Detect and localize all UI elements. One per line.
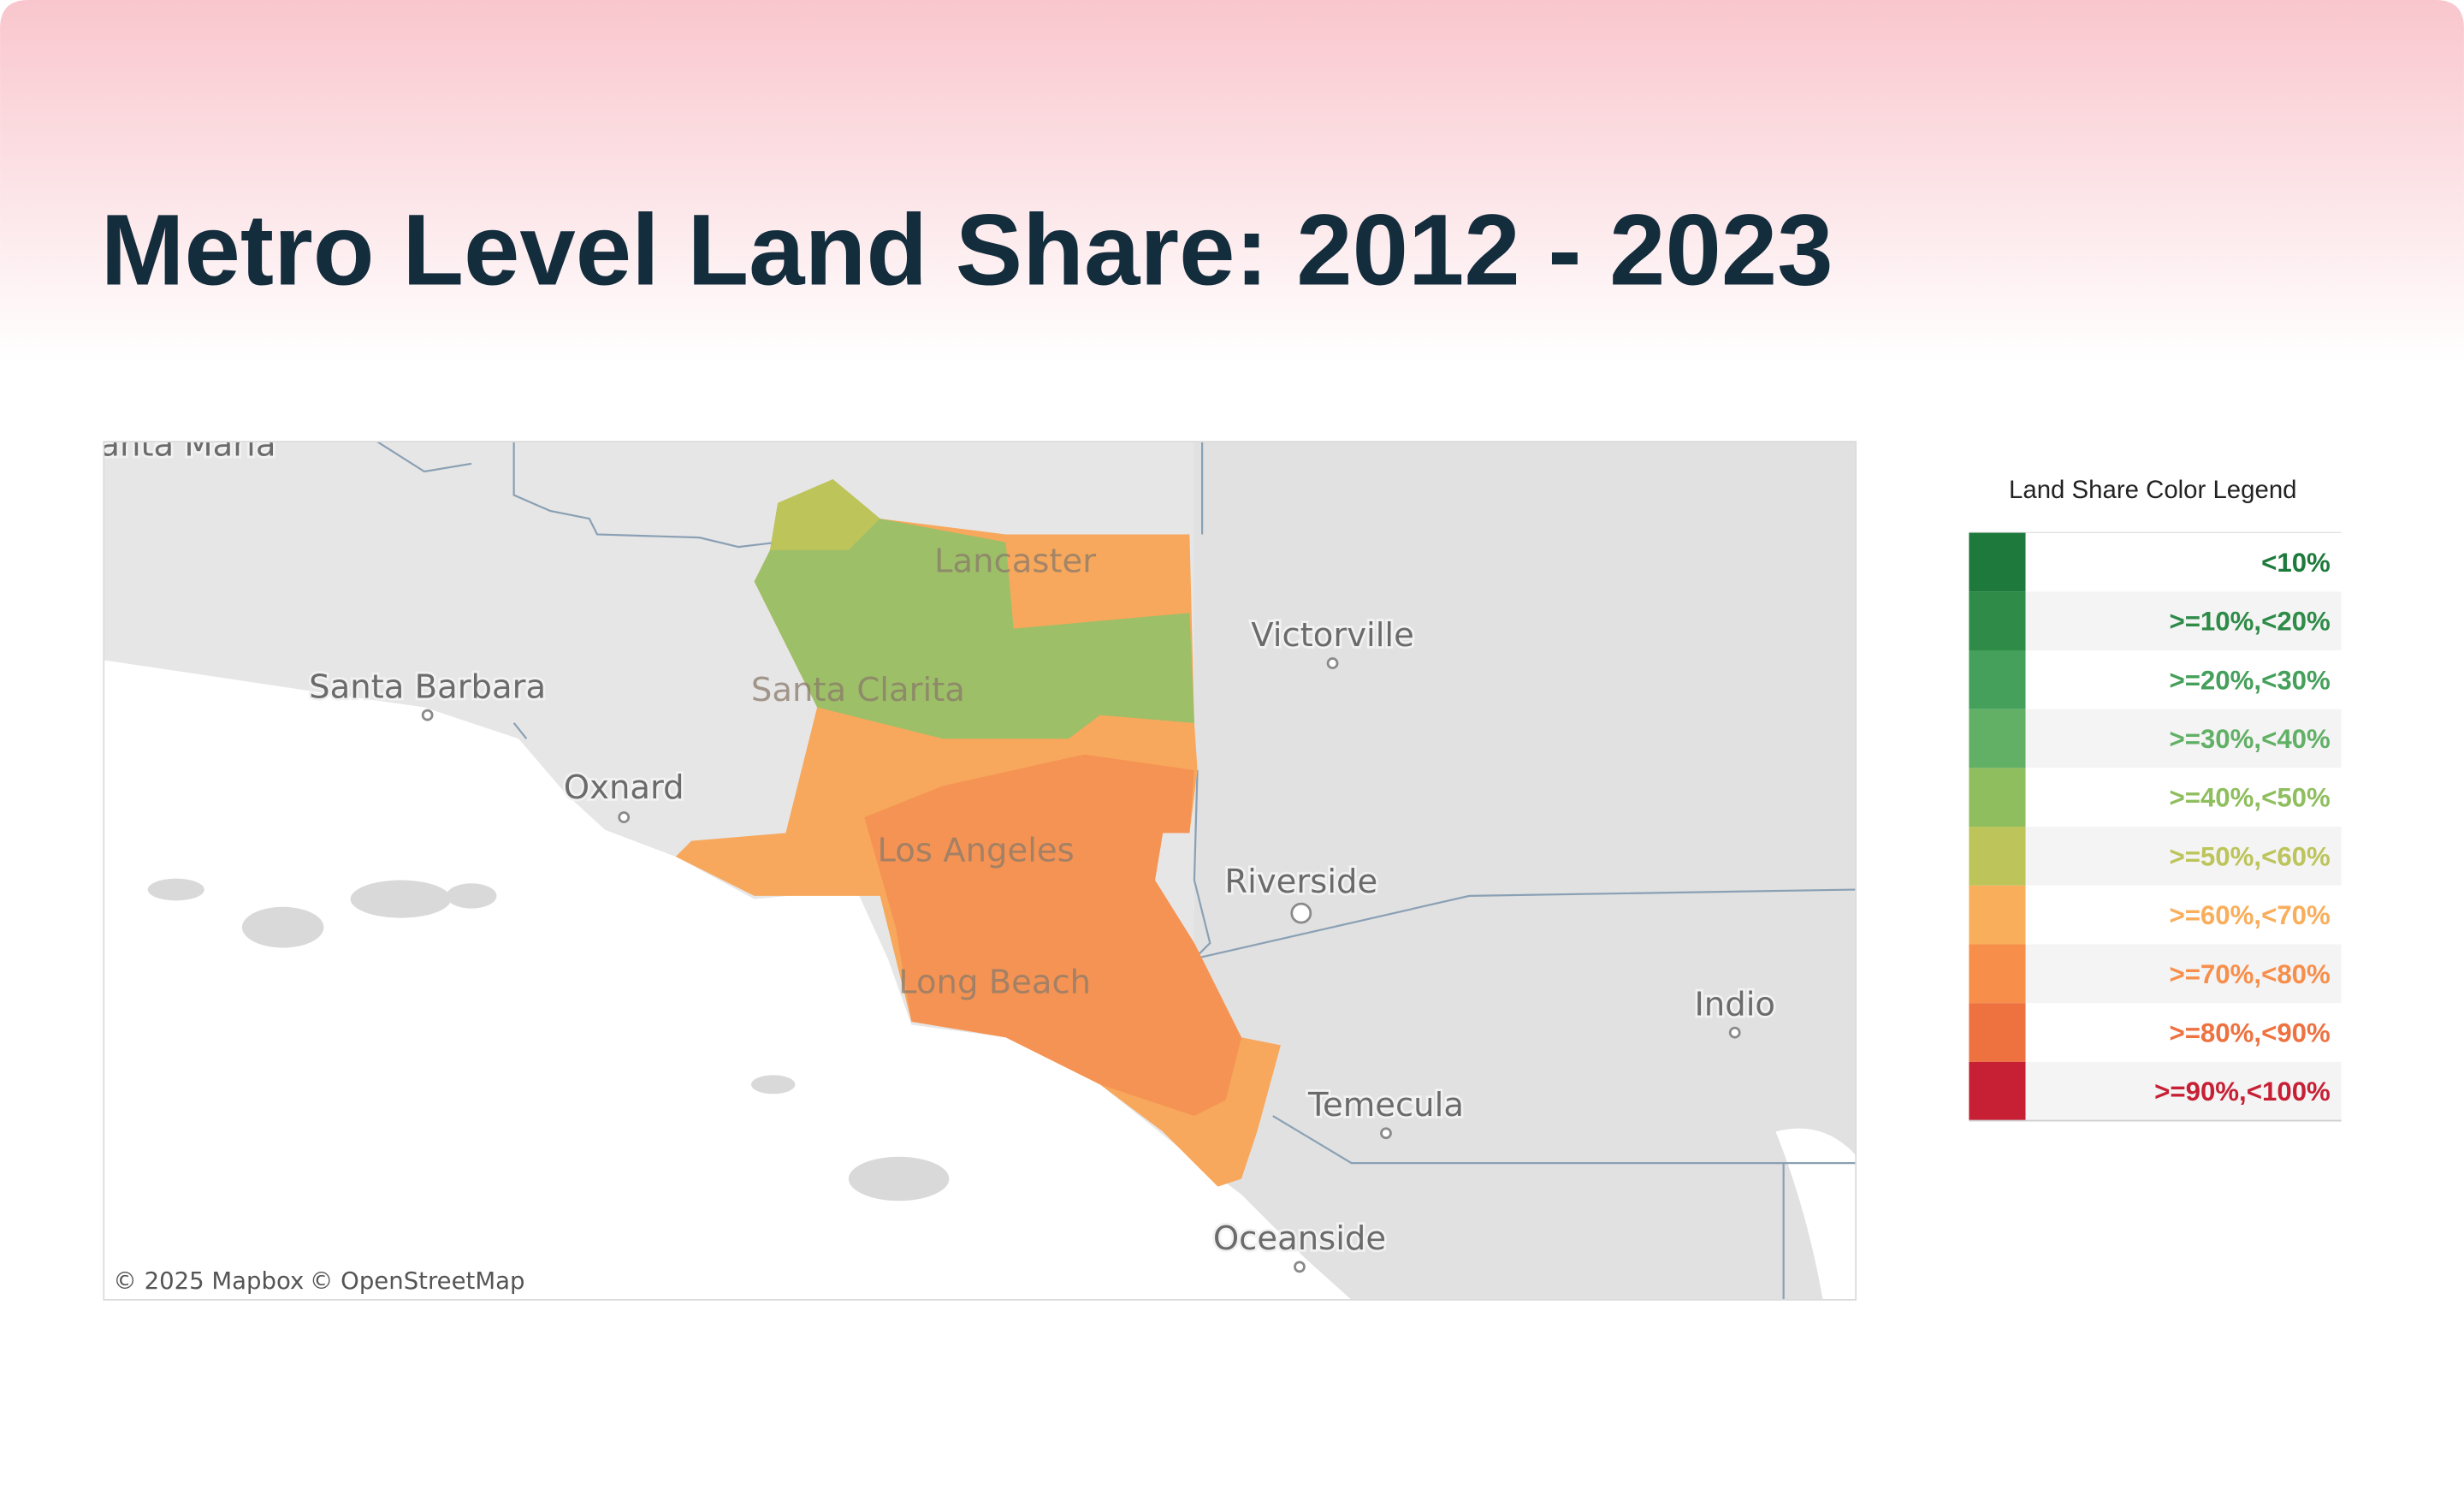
legend-swatch [1969, 768, 2026, 828]
metro-north-edge [770, 479, 880, 550]
city-label: Los Angeles [878, 831, 1075, 869]
metro-core [864, 754, 1242, 1117]
legend-swatch [1969, 591, 2026, 651]
city-label: Indio [1694, 985, 1775, 1023]
city-dot [1380, 1127, 1392, 1140]
legend-row [2025, 885, 2342, 945]
legend-swatch [1969, 885, 2026, 945]
legend-label: <10% [2261, 548, 2331, 578]
legend-label: >=20%,<30% [2169, 665, 2330, 695]
legend-label: >=50%,<60% [2169, 841, 2330, 871]
legend-swatch [1969, 532, 2026, 592]
legend-label: >=80%,<90% [2169, 1018, 2330, 1048]
legend-row [2025, 532, 2342, 592]
islands [147, 878, 950, 1201]
map: Santa Maria Santa Barbara Oxnard Lancast… [79, 426, 1857, 1300]
city-label: Victorville [1251, 616, 1414, 655]
city-dot [1290, 902, 1312, 924]
legend-swatch [1969, 709, 2026, 768]
city-label: Oceanside [1213, 1219, 1386, 1258]
city-dot [1294, 1261, 1306, 1273]
legend-swatch [1969, 827, 2026, 886]
ocean [104, 660, 1352, 1300]
county-lines [376, 442, 1857, 1300]
city-label: Temecula [1307, 1086, 1464, 1124]
legend: <10% >=10%,<20% >=20%,<30% >=30%,<40% >=40%,… [1969, 531, 2342, 1122]
city-dot [618, 811, 631, 823]
city-label: Santa Maria [79, 426, 276, 465]
desert [1194, 442, 1857, 1300]
legend-row [2025, 827, 2342, 886]
city-label: Long Beach [898, 964, 1091, 1002]
legend-label: >=60%,<70% [2169, 900, 2330, 930]
legend-swatch [1969, 1061, 2026, 1121]
city-dot [1326, 657, 1339, 669]
legend-label: >=90%,<100% [2154, 1077, 2331, 1106]
legend-row [2025, 768, 2342, 828]
city-dot [1728, 1026, 1741, 1039]
legend-label: >=70%,<80% [2169, 959, 2330, 989]
legend-row [2025, 944, 2342, 1004]
legend-row [2025, 709, 2342, 768]
city-label: Santa Barbara [309, 667, 546, 706]
attribution: © 2025 Mapbox [113, 1267, 304, 1295]
legend-label: >=40%,<50% [2169, 783, 2330, 813]
legend-row [2025, 1061, 2342, 1121]
legend-swatch [1969, 650, 2026, 709]
city-label: Santa Clarita [751, 671, 965, 709]
legend-row [2025, 650, 2342, 709]
legend-label: >=10%,<20% [2169, 607, 2330, 637]
city-label: Lancaster [934, 543, 1096, 581]
legend-label: >=30%,<40% [2169, 724, 2330, 754]
page-title: Metro Level Land Share: 2012 - 2023 [101, 193, 1833, 306]
city-dot [421, 709, 434, 721]
legend-title: Land Share Color Legend [2009, 476, 2296, 504]
legend-row [2025, 1003, 2342, 1062]
attribution: © OpenStreetMap [310, 1267, 525, 1295]
salton-sea [1775, 1128, 1857, 1300]
city-label: Oxnard [564, 768, 684, 807]
header-band [0, 0, 2464, 362]
map-frame [103, 441, 1857, 1301]
legend-row [2025, 591, 2342, 651]
city-label: Riverside [1224, 863, 1377, 901]
legend-swatch [1969, 944, 2026, 1004]
map-labels: Santa Maria Santa Barbara Oxnard Lancast… [79, 426, 1778, 1273]
legend-swatch [1969, 1003, 2026, 1062]
metro-north [754, 479, 1194, 739]
